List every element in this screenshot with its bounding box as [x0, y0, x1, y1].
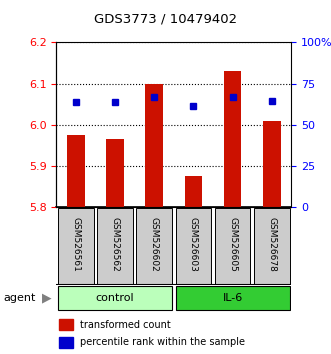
- Text: GSM526602: GSM526602: [150, 217, 159, 272]
- Bar: [106, 139, 124, 207]
- Bar: [67, 135, 85, 207]
- Bar: [185, 176, 202, 207]
- Text: ▶: ▶: [41, 292, 51, 305]
- Bar: [254, 208, 290, 284]
- Text: GSM526605: GSM526605: [228, 217, 237, 272]
- Text: control: control: [96, 293, 134, 303]
- Text: GSM526561: GSM526561: [71, 217, 80, 272]
- Bar: [175, 208, 211, 284]
- Bar: [59, 319, 73, 330]
- Bar: [224, 71, 241, 207]
- Bar: [215, 208, 250, 284]
- Text: GDS3773 / 10479402: GDS3773 / 10479402: [94, 13, 237, 26]
- Text: GSM526678: GSM526678: [267, 217, 276, 272]
- Bar: [145, 84, 163, 207]
- Text: percentile rank within the sample: percentile rank within the sample: [80, 337, 245, 347]
- Bar: [59, 337, 73, 348]
- Bar: [263, 121, 280, 207]
- Text: transformed count: transformed count: [80, 320, 170, 330]
- Bar: [97, 208, 133, 284]
- Text: GSM526562: GSM526562: [111, 217, 119, 272]
- Bar: [58, 208, 94, 284]
- Bar: [175, 286, 290, 310]
- Bar: [136, 208, 172, 284]
- Text: IL-6: IL-6: [222, 293, 243, 303]
- Text: GSM526603: GSM526603: [189, 217, 198, 272]
- Text: agent: agent: [3, 293, 36, 303]
- Bar: [58, 286, 172, 310]
